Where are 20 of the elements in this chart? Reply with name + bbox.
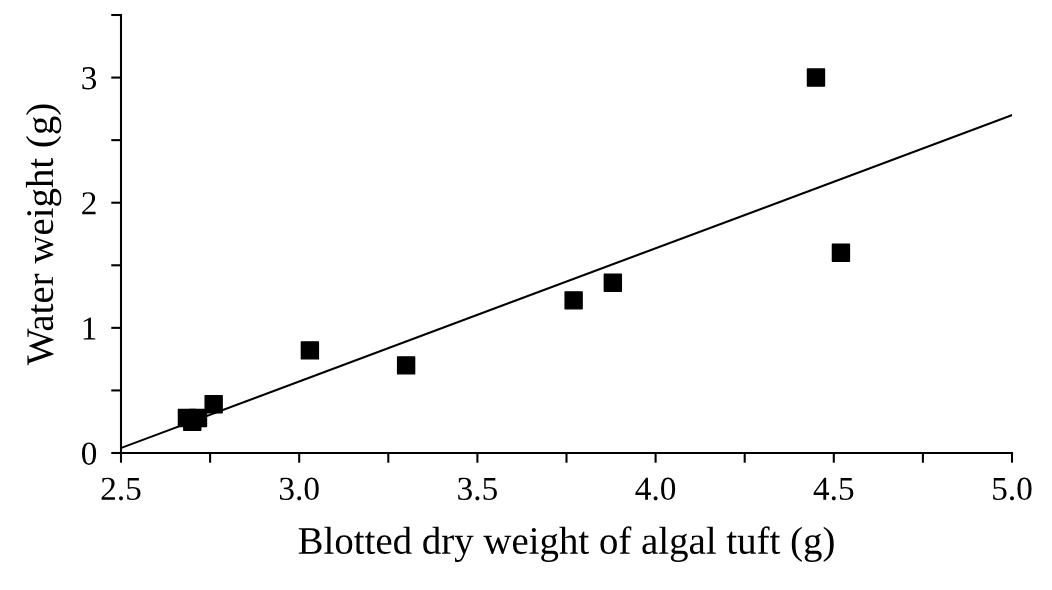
y-tick-label: 1 bbox=[83, 317, 96, 340]
point bbox=[603, 273, 623, 293]
point bbox=[300, 341, 320, 360]
point bbox=[806, 68, 826, 87]
point bbox=[396, 356, 416, 375]
y-tick-label: 2 bbox=[82, 192, 96, 215]
x-tick-label: 4.0 bbox=[635, 477, 676, 501]
x-tick-label: 4.5 bbox=[813, 477, 854, 501]
point bbox=[204, 394, 223, 414]
point bbox=[831, 243, 851, 262]
point bbox=[188, 408, 208, 428]
x-tick-label: 3.0 bbox=[279, 477, 319, 501]
x-tick-label: 5.0 bbox=[993, 477, 1032, 501]
x-axis-title: Blotted dry weight of algal tuft (g) bbox=[298, 526, 834, 563]
x-tick-label: 3.5 bbox=[458, 477, 497, 501]
x-tick-label: 2.5 bbox=[101, 477, 141, 501]
y-tick-label: 0 bbox=[81, 442, 97, 465]
point bbox=[564, 291, 583, 310]
y-axis-title: Water weight (g) bbox=[25, 104, 62, 366]
y-tick-label: 3 bbox=[82, 67, 97, 90]
